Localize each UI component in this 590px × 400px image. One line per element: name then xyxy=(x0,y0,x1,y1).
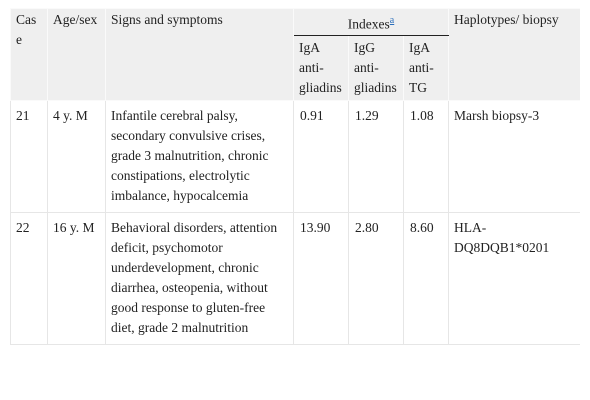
table-cell: 16 y. M xyxy=(47,211,106,345)
subheader-cell: IgA anti-gliadins xyxy=(293,34,349,101)
table-cell: 2.80 xyxy=(348,211,404,345)
table-cell: 1.08 xyxy=(402,99,450,213)
table: Case Age/sex Signs and symptoms Indexesa… xyxy=(10,8,580,345)
table-cell: Behavioral disorders, attention deficit,… xyxy=(105,211,294,345)
table-row: 21 4 y. M Infantile cerebral palsy, second… xyxy=(10,99,580,213)
table-cell: 8.60 xyxy=(402,211,450,345)
footnote-link[interactable]: a xyxy=(389,15,395,26)
header-cell: Signs and symptoms xyxy=(105,8,294,101)
header-text: Indexes xyxy=(347,16,390,32)
subheader-cell: IgA anti-TG xyxy=(402,34,450,101)
header-cell: Case xyxy=(10,8,48,101)
table-cell: 1.29 xyxy=(348,99,404,213)
table-header: Case Age/sex Signs and symptoms Indexesa… xyxy=(10,8,580,101)
table-cell: 13.90 xyxy=(293,211,349,345)
table-container: Case Age/sex Signs and symptoms Indexesa… xyxy=(10,8,580,390)
table-cell: 22 xyxy=(10,211,48,345)
table-cell: 0.91 xyxy=(293,99,349,213)
header-cell: Age/sex xyxy=(47,8,106,101)
table-cell: 21 xyxy=(10,99,48,213)
header-cell: Haplotypes/ biopsy xyxy=(448,8,580,101)
table-cell: Marsh biopsy-3 xyxy=(448,99,580,213)
subheader-cell: IgG anti-gliadins xyxy=(348,34,404,101)
table-cell: Infantile cerebral palsy, secondary conv… xyxy=(105,99,294,213)
table-body: 21 4 y. M Infantile cerebral palsy, second… xyxy=(10,99,580,345)
table-cell: HLA-DQ8DQB1*0201 xyxy=(448,211,580,345)
table-row: 22 16 y. M Behavioral disorders, attention… xyxy=(10,211,580,345)
table-cell: 4 y. M xyxy=(47,99,106,213)
header-cell: Indexesa xyxy=(292,8,450,36)
